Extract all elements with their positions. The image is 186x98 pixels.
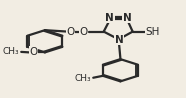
Text: CH₃: CH₃ <box>2 47 19 56</box>
Text: N: N <box>105 13 114 23</box>
Text: N: N <box>115 34 124 44</box>
Text: O: O <box>66 27 74 37</box>
Text: O: O <box>79 27 88 37</box>
Text: SH: SH <box>146 27 160 37</box>
Text: N: N <box>123 13 132 23</box>
Text: CH₃: CH₃ <box>75 74 92 83</box>
Text: O: O <box>29 47 38 57</box>
